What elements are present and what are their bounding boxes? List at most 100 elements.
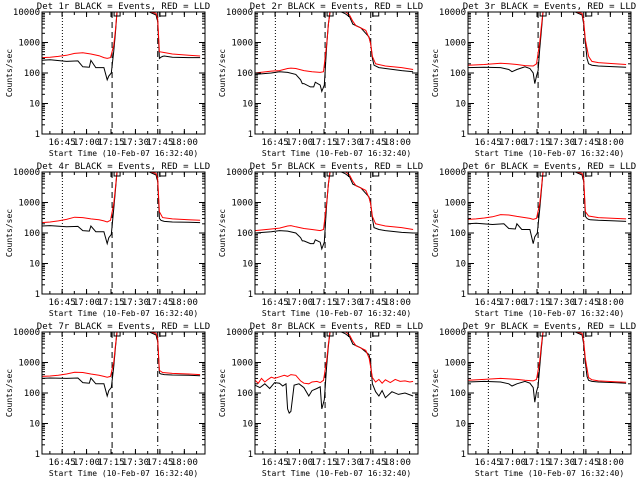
y-tick-label: 10000: [13, 168, 40, 178]
x-tick-label: 18:00: [171, 458, 198, 468]
x-tick-label: 17:30: [548, 298, 575, 308]
x-tick-label: 17:00: [286, 138, 313, 148]
x-axis-label: Start Time (10-Feb-07 16:32:40): [262, 149, 411, 158]
x-axis-label: Start Time (10-Feb-07 16:32:40): [262, 469, 411, 478]
x-tick-label: 16:45: [262, 138, 289, 148]
y-tick-label: 1: [248, 290, 253, 300]
y-tick-label: 10000: [439, 328, 466, 338]
x-tick-label: 17:45: [572, 138, 599, 148]
x-axis-label: Start Time (10-Feb-07 16:32:40): [475, 469, 624, 478]
y-axis-label: Counts/sec: [431, 369, 440, 417]
x-tick-label: 17:15: [97, 298, 124, 308]
series-lld: [255, 332, 414, 385]
y-axis-label: Counts/sec: [431, 209, 440, 257]
x-tick-label: 16:45: [262, 458, 289, 468]
y-tick-label: 1000: [18, 359, 40, 369]
x-tick-label: 17:15: [523, 138, 550, 148]
y-tick-label: 100: [237, 389, 253, 399]
y-tick-label: 100: [24, 69, 40, 79]
y-tick-label: 100: [24, 389, 40, 399]
panel-9: Det 9r BLACK = Events, RED = LLD 1 10 100 10…: [431, 322, 636, 478]
plot-frame: [254, 11, 419, 135]
series-lld: [42, 12, 201, 59]
x-tick-label: 17:30: [335, 138, 362, 148]
x-tick-label: 17:45: [146, 298, 173, 308]
y-tick-label: 1: [461, 450, 466, 460]
x-tick-label: 16:45: [262, 298, 289, 308]
x-tick-label: 17:15: [310, 458, 337, 468]
x-tick-label: 17:45: [359, 138, 386, 148]
panel-title: Det 5r BLACK = Events, RED = LLD: [250, 162, 423, 172]
y-tick-label: 1000: [18, 199, 40, 209]
panel-1: Det 1r BLACK = Events, RED = LLD 1 10 100 10…: [5, 2, 210, 158]
y-tick-label: 1000: [18, 39, 40, 49]
plot-frame: [254, 171, 419, 295]
y-tick-label: 1000: [444, 199, 466, 209]
x-tick-label: 17:45: [359, 298, 386, 308]
y-tick-label: 100: [450, 229, 466, 239]
panel-title: Det 7r BLACK = Events, RED = LLD: [37, 322, 210, 332]
x-axis-label: Start Time (10-Feb-07 16:32:40): [49, 469, 198, 478]
y-tick-label: 100: [237, 229, 253, 239]
top-marker-box: [372, 331, 380, 337]
plot-frame: [41, 171, 206, 295]
x-tick-label: 16:45: [49, 458, 76, 468]
top-marker-box: [585, 331, 593, 337]
series-events: [42, 172, 201, 246]
panel-title: Det 2r BLACK = Events, RED = LLD: [250, 2, 423, 12]
plot-frame: [41, 331, 206, 455]
panel-4: Det 4r BLACK = Events, RED = LLD 1 10 100 10…: [5, 162, 210, 318]
x-axis-label: Start Time (10-Feb-07 16:32:40): [49, 309, 198, 318]
panel-title: Det 1r BLACK = Events, RED = LLD: [37, 2, 210, 12]
y-tick-label: 1000: [231, 199, 253, 209]
series-events: [468, 172, 627, 244]
y-tick-label: 10: [455, 420, 466, 430]
y-tick-label: 1000: [231, 39, 253, 49]
x-tick-label: 17:15: [310, 298, 337, 308]
y-tick-label: 10000: [226, 168, 253, 178]
series-events: [255, 12, 414, 94]
x-tick-label: 18:00: [384, 138, 411, 148]
y-tick-label: 1000: [444, 39, 466, 49]
top-marker-box: [159, 331, 167, 337]
plot-frame: [467, 11, 632, 135]
y-axis-label: Counts/sec: [218, 209, 227, 257]
x-tick-label: 16:45: [49, 138, 76, 148]
y-tick-label: 10000: [439, 168, 466, 178]
y-axis-label: Counts/sec: [5, 209, 14, 257]
series-events: [42, 332, 201, 398]
x-tick-label: 18:00: [597, 138, 624, 148]
top-marker-box: [159, 11, 167, 17]
y-tick-label: 10: [455, 100, 466, 110]
top-marker-box: [372, 11, 380, 17]
x-tick-label: 16:45: [49, 298, 76, 308]
x-tick-label: 17:15: [523, 298, 550, 308]
x-tick-label: 17:45: [146, 138, 173, 148]
y-tick-label: 10000: [13, 328, 40, 338]
y-tick-label: 1: [35, 130, 40, 140]
x-tick-label: 16:45: [475, 298, 502, 308]
y-axis-label: Counts/sec: [218, 49, 227, 97]
x-tick-label: 17:00: [73, 298, 100, 308]
y-tick-label: 10000: [226, 328, 253, 338]
plot-frame: [467, 331, 632, 455]
x-tick-label: 17:30: [122, 138, 149, 148]
x-tick-label: 17:00: [499, 458, 526, 468]
panel-6: Det 6r BLACK = Events, RED = LLD 1 10 100 10…: [431, 162, 636, 318]
y-tick-label: 100: [450, 389, 466, 399]
x-tick-label: 17:45: [359, 458, 386, 468]
plot-frame: [467, 171, 632, 295]
x-tick-label: 17:45: [572, 458, 599, 468]
x-tick-label: 17:45: [146, 458, 173, 468]
series-lld: [468, 12, 627, 67]
y-tick-label: 1000: [231, 359, 253, 369]
x-tick-label: 17:00: [499, 298, 526, 308]
x-tick-label: 16:45: [475, 138, 502, 148]
panel-5: Det 5r BLACK = Events, RED = LLD 1 10 100 10…: [218, 162, 423, 318]
x-tick-label: 17:00: [286, 458, 313, 468]
panel-title: Det 4r BLACK = Events, RED = LLD: [37, 162, 210, 172]
y-tick-label: 10: [29, 420, 40, 430]
series-lld: [42, 172, 201, 224]
x-tick-label: 17:45: [572, 298, 599, 308]
x-tick-label: 17:30: [335, 458, 362, 468]
